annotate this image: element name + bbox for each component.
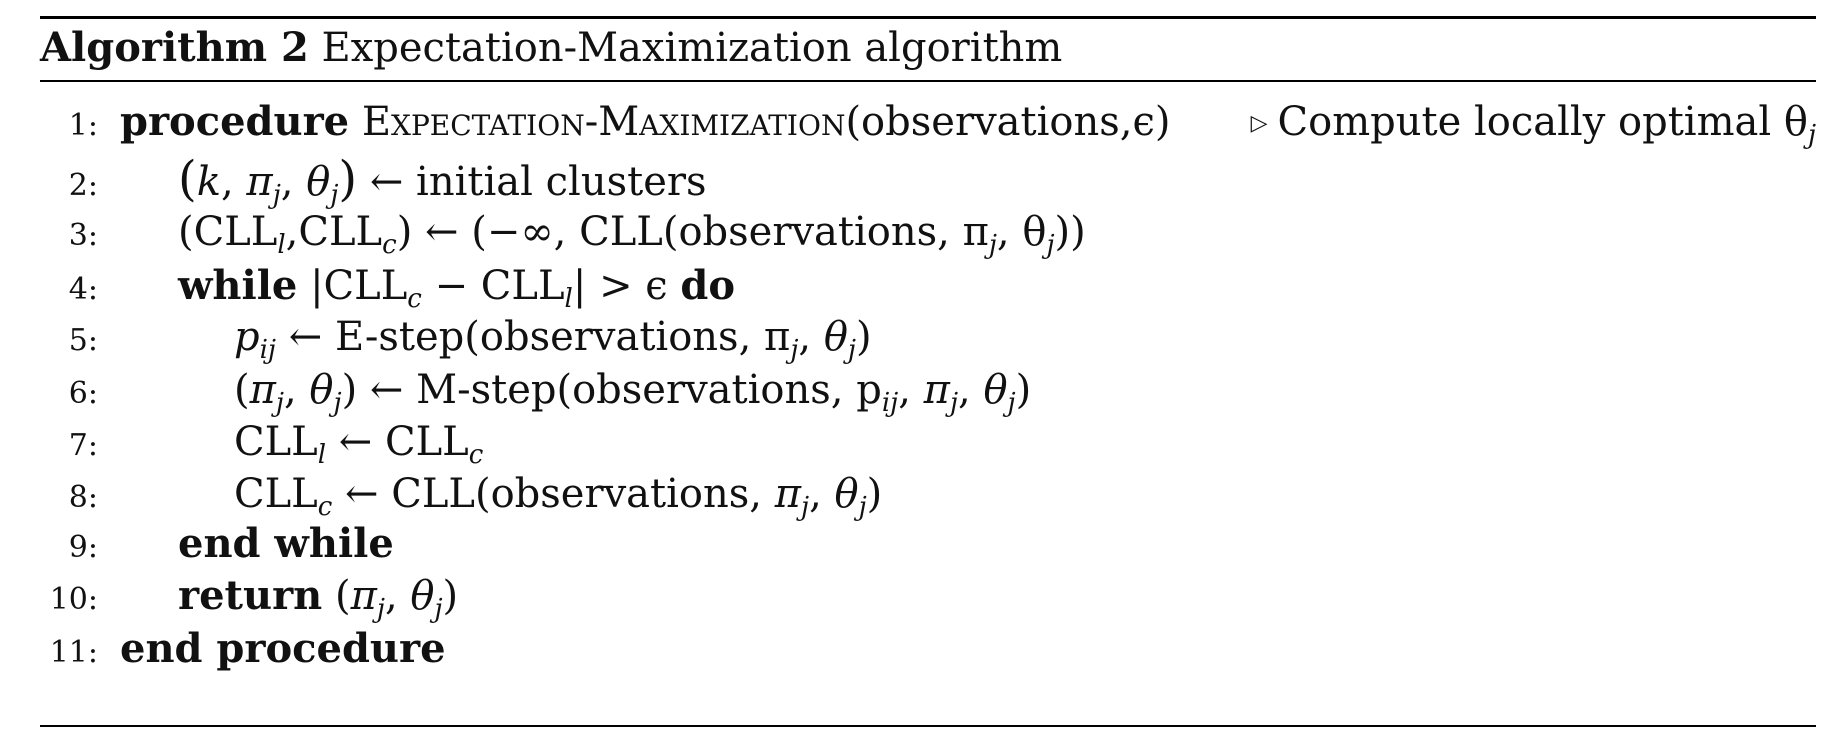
comment-triangle-icon: ▷ <box>1250 110 1268 136</box>
algo-line-6: 6: (πj, θj) ← M-step(observations, pij, … <box>40 362 1031 418</box>
line-number: 3: <box>68 218 98 253</box>
line-number: 2: <box>68 168 98 203</box>
line-number: 6: <box>68 376 98 411</box>
procedure-name: Expectation-Maximization <box>361 99 846 145</box>
line-comment: ▷ Compute locally optimal θj <box>1250 99 1816 150</box>
caption-rule <box>40 80 1816 82</box>
algorithm-caption: Algorithm 2 Expectation-Maximization alg… <box>40 24 1062 71</box>
keyword: procedure <box>120 98 350 145</box>
algo-line-10: 10: return (πj, θj) <box>40 568 458 624</box>
line-number: 5: <box>68 323 98 358</box>
keyword: end procedure <box>120 625 446 672</box>
top-rule <box>40 16 1816 19</box>
keyword: while <box>178 262 298 309</box>
algo-line-8: 8: CLLc ← CLL(observations, πj, θj) <box>40 466 882 522</box>
procedure-args: (observations,ϵ) <box>845 99 1171 145</box>
algo-line-3: 3: (CLLl,CLLc) ← (−∞, CLL(observations, π… <box>40 204 1086 260</box>
bottom-rule <box>40 725 1816 727</box>
keyword: return <box>178 572 323 619</box>
algo-line-4: 4: while |CLLc − CLLl| > ϵ do <box>40 258 735 314</box>
line-number: 11: <box>49 635 98 670</box>
caption-label: Algorithm 2 <box>40 24 309 71</box>
keyword: do <box>680 262 736 309</box>
line-number: 8: <box>68 480 98 515</box>
line-number: 4: <box>68 272 98 307</box>
algo-line-9: 9: end while <box>40 516 394 572</box>
statement-text: ← initial clusters <box>369 159 707 205</box>
algo-line-7: 7: CLLl ← CLLc <box>40 414 484 470</box>
algo-line-2: 2: (k, πj, θj) ← initial clusters <box>40 151 707 208</box>
keyword: end while <box>178 520 394 567</box>
algo-line-5: 5: pij ← E-step(observations, πj, θj) <box>40 309 872 365</box>
caption-title: Expectation-Maximization algorithm <box>321 25 1063 71</box>
line-number: 10: <box>49 582 98 617</box>
algo-line-1: 1: procedure Expectation-Maximization(ob… <box>40 94 1816 150</box>
algo-line-11: 11: end procedure <box>40 621 446 677</box>
line-number: 9: <box>68 530 98 565</box>
line-number: 7: <box>68 428 98 463</box>
line-number: 1: <box>68 108 98 143</box>
